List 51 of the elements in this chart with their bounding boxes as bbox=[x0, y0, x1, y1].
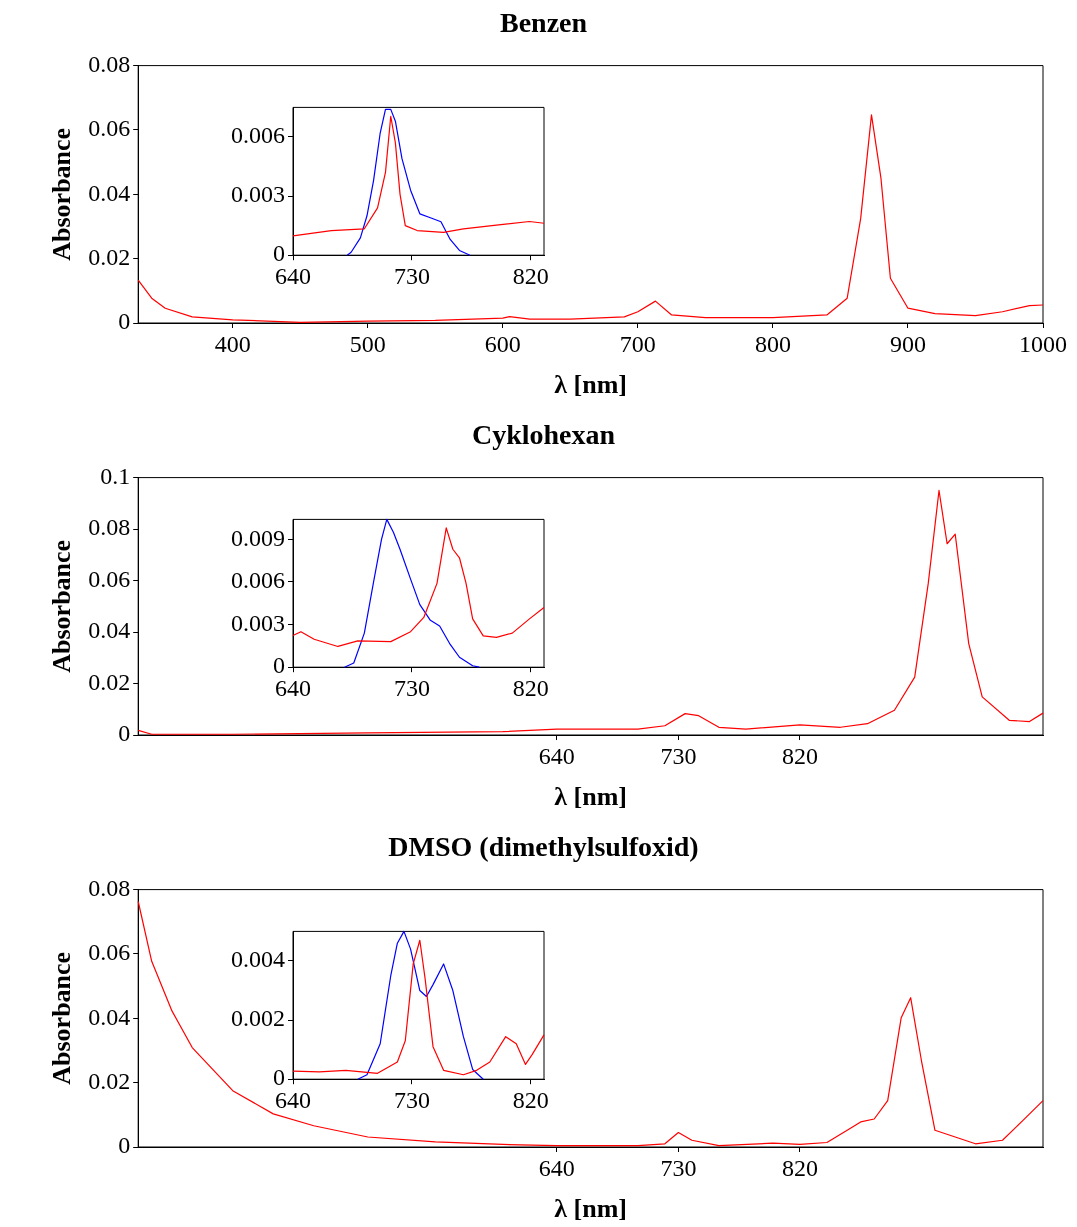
y-tick-label: 0.002 bbox=[231, 1005, 285, 1032]
y-tick-label: 0 bbox=[118, 1132, 131, 1159]
x-tick-label: 800 bbox=[754, 330, 791, 357]
y-tick-label: 0.08 bbox=[88, 50, 131, 77]
x-tick-label: 820 bbox=[781, 742, 818, 769]
x-tick-label: 730 bbox=[660, 742, 697, 769]
y-tick-label: 0.02 bbox=[88, 668, 131, 695]
x-tick-label: 700 bbox=[619, 330, 656, 357]
y-tick-label: 0.06 bbox=[88, 115, 131, 142]
x-tick-label: 1000 bbox=[1019, 330, 1067, 357]
y-tick-label: 0.02 bbox=[88, 243, 131, 270]
x-axis-title: λ [nm] bbox=[554, 1194, 627, 1224]
y-axis-title: Absorbance bbox=[47, 951, 77, 1085]
x-tick-label: 600 bbox=[484, 330, 521, 357]
x-tick-label: 900 bbox=[889, 330, 926, 357]
chart-title: DMSO (dimethylsulfoxid) bbox=[388, 831, 699, 863]
x-tick-label: 820 bbox=[512, 674, 549, 701]
x-tick-label: 640 bbox=[538, 1154, 575, 1181]
y-tick-label: 0.004 bbox=[231, 946, 285, 973]
x-tick-label: 820 bbox=[781, 1154, 818, 1181]
y-tick-label: 0.1 bbox=[100, 462, 131, 489]
chart-title: Benzen bbox=[499, 7, 588, 39]
x-tick-label: 730 bbox=[393, 262, 430, 289]
y-tick-label: 0.006 bbox=[231, 567, 285, 594]
y-tick-label: 0 bbox=[118, 720, 131, 747]
y-tick-label: 0.08 bbox=[88, 874, 131, 901]
y-tick-label: 0.04 bbox=[88, 1003, 131, 1030]
y-axis-title: Absorbance bbox=[47, 539, 77, 673]
y-tick-label: 0.06 bbox=[88, 565, 131, 592]
x-tick-label: 640 bbox=[538, 742, 575, 769]
x-tick-label: 500 bbox=[349, 330, 386, 357]
y-tick-label: 0.04 bbox=[88, 617, 131, 644]
x-tick-label: 400 bbox=[214, 330, 251, 357]
x-axis-title: λ [nm] bbox=[554, 782, 627, 812]
x-tick-label: 730 bbox=[393, 674, 430, 701]
y-tick-label: 0 bbox=[118, 308, 131, 335]
x-axis-title: λ [nm] bbox=[554, 370, 627, 400]
y-tick-label: 0.003 bbox=[231, 181, 285, 208]
y-tick-label: 0.04 bbox=[88, 179, 131, 206]
y-tick-label: 0.006 bbox=[231, 122, 285, 149]
y-tick-label: 0.003 bbox=[231, 609, 285, 636]
y-tick-label: 0.06 bbox=[88, 939, 131, 966]
x-tick-label: 820 bbox=[512, 262, 549, 289]
y-axis-title: Absorbance bbox=[47, 127, 77, 261]
chart-title: Cyklohexan bbox=[471, 419, 616, 451]
y-tick-label: 0.08 bbox=[88, 514, 131, 541]
x-tick-label: 730 bbox=[660, 1154, 697, 1181]
y-tick-label: 0.02 bbox=[88, 1067, 131, 1094]
y-tick-label: 0.009 bbox=[231, 524, 285, 551]
x-tick-label: 820 bbox=[512, 1086, 549, 1113]
x-tick-label: 730 bbox=[393, 1086, 430, 1113]
